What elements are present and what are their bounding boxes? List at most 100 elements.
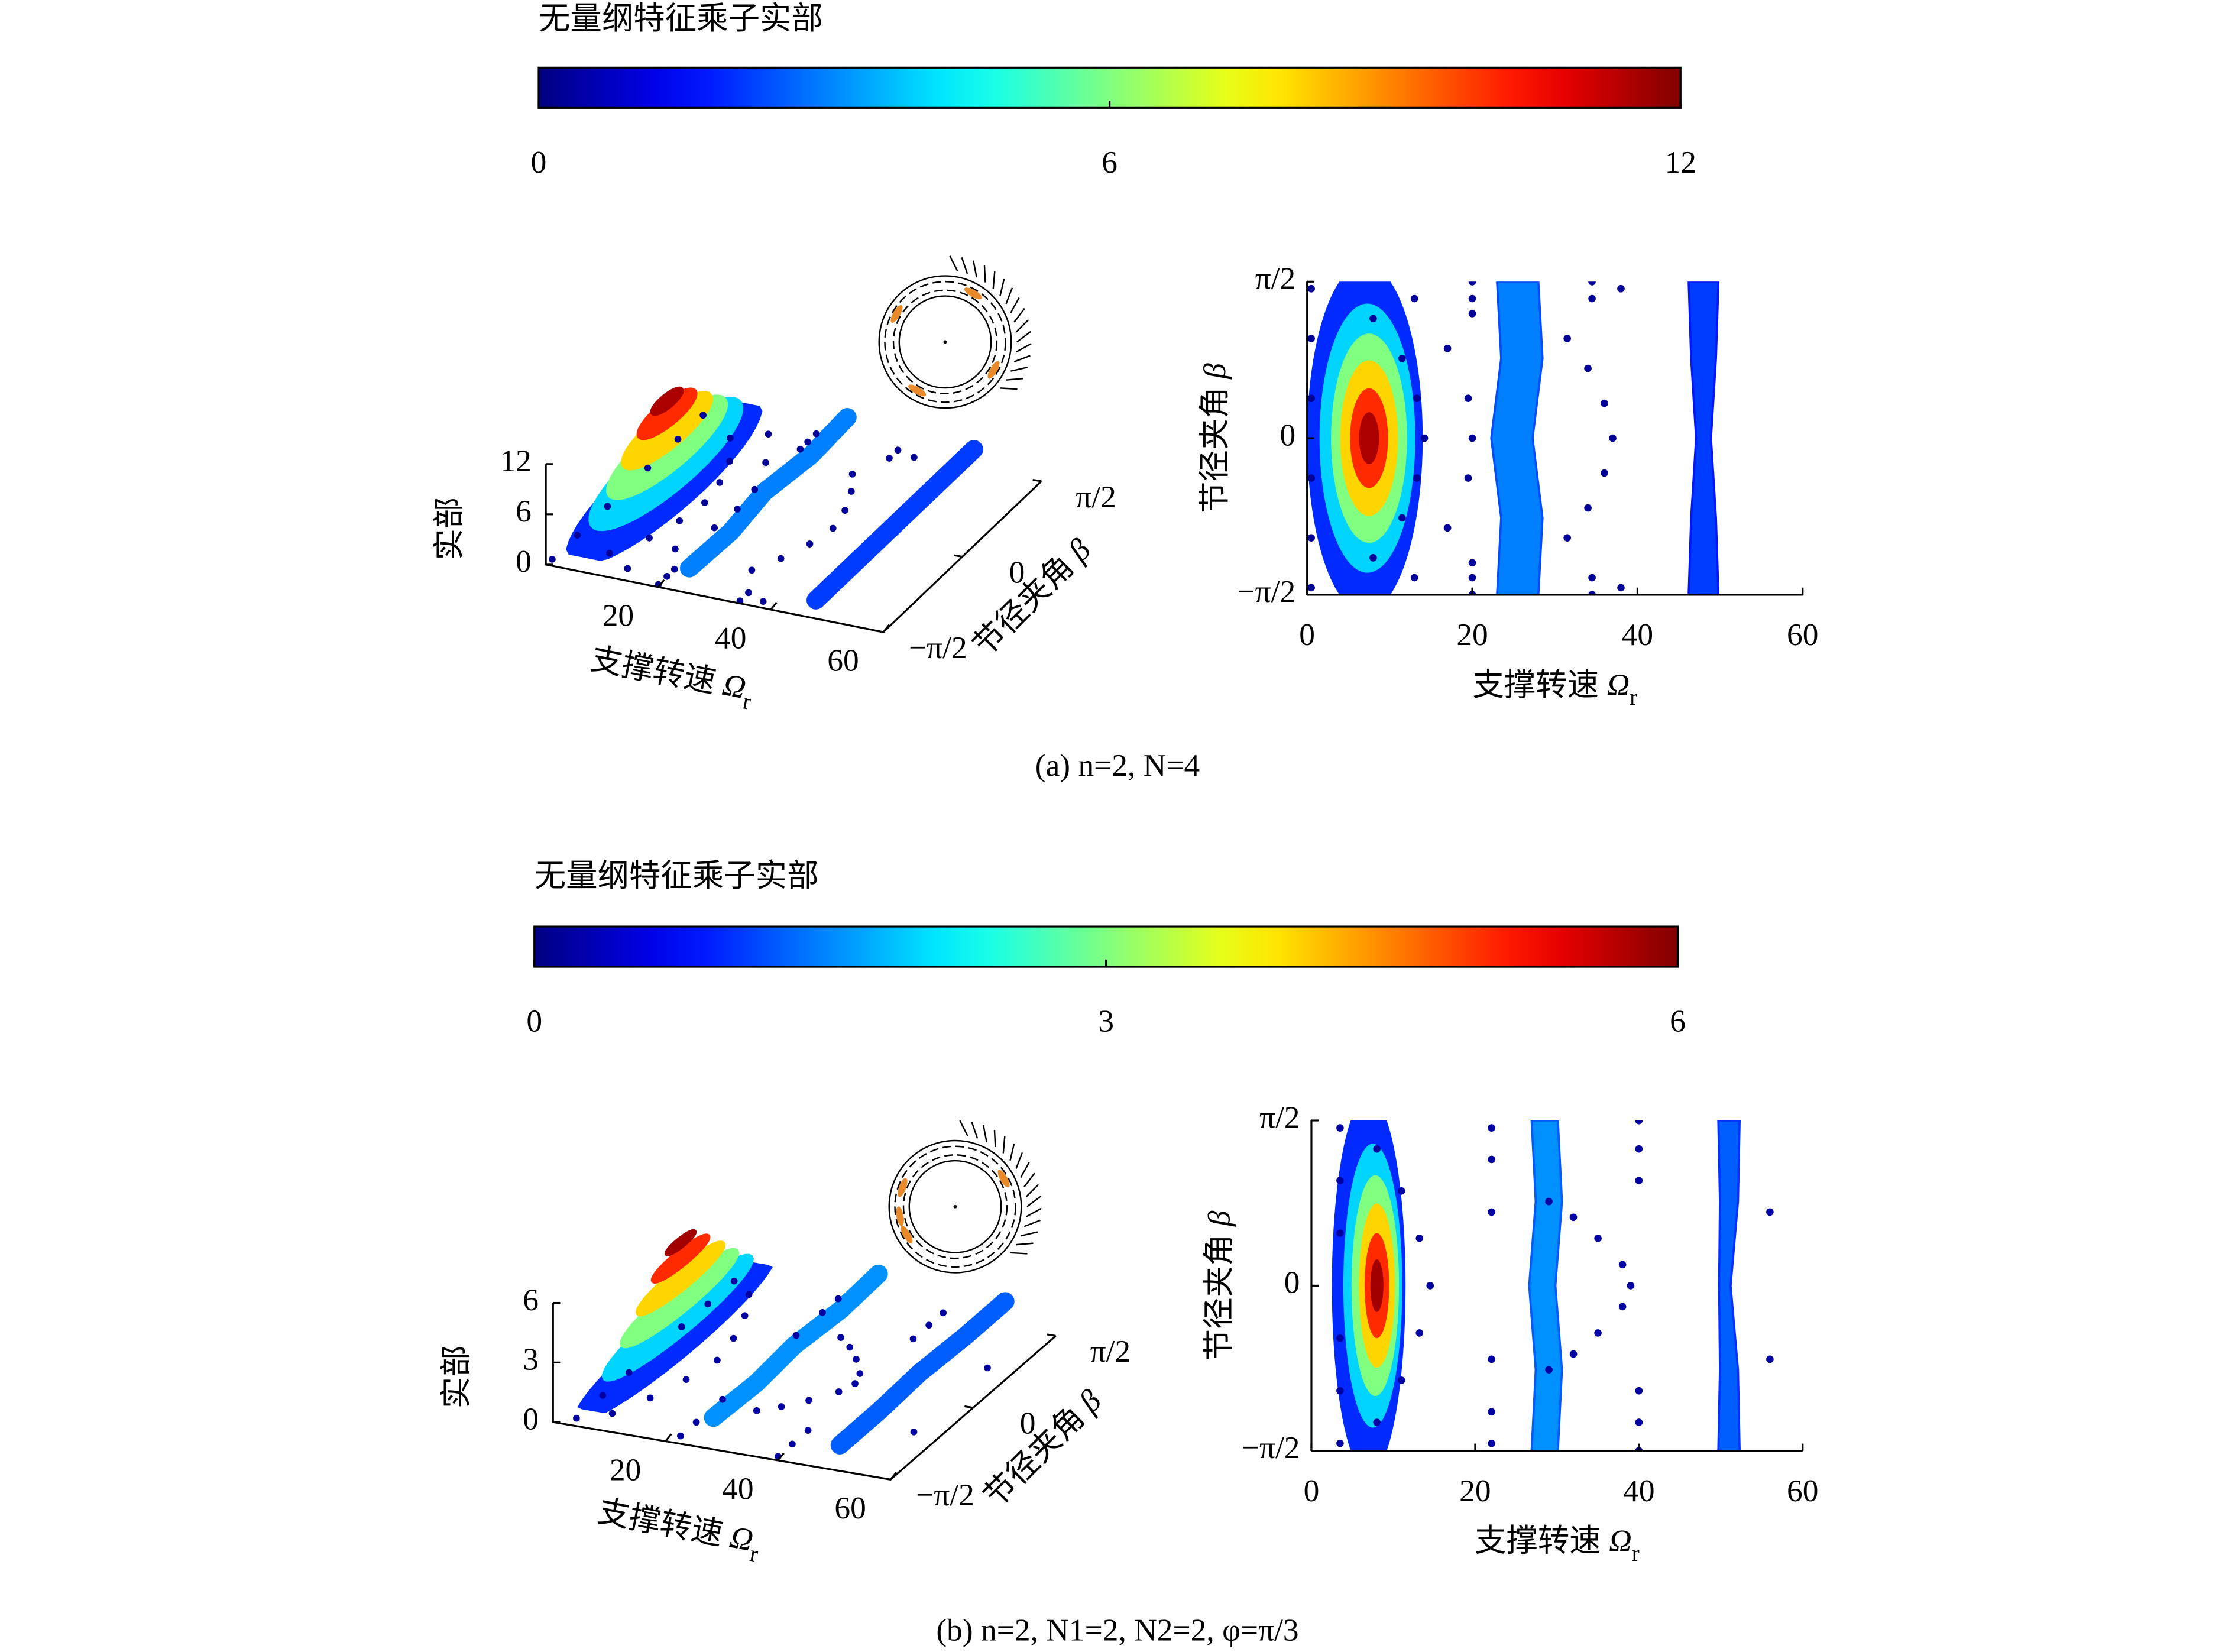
- point: [1488, 1208, 1495, 1216]
- point-3d: [624, 565, 631, 572]
- point: [1307, 584, 1315, 592]
- point-3d: [646, 535, 653, 542]
- point-3d: [759, 598, 767, 605]
- point-3d: [751, 485, 759, 493]
- point: [1410, 294, 1418, 303]
- hatch: [1026, 1207, 1042, 1217]
- point: [1464, 394, 1472, 402]
- point: [1618, 1303, 1627, 1311]
- x3d-tick: [665, 1433, 672, 1442]
- hatch: [1016, 1242, 1034, 1246]
- y3d-tick: [882, 1477, 891, 1481]
- x3d-tick-label: 20: [603, 598, 634, 633]
- y3d-tick: [1047, 1333, 1056, 1337]
- point: [1468, 294, 1476, 303]
- x3d-tick-label: 60: [834, 1490, 866, 1525]
- point: [1588, 591, 1596, 595]
- point-3d: [608, 1410, 616, 1417]
- ring: [878, 275, 1012, 409]
- axis-label-text: 支撑转速: [1472, 667, 1599, 702]
- colorbar-tick-label: 6: [1102, 144, 1118, 180]
- point: [1545, 1197, 1553, 1206]
- caption: (a) n=2, N=4: [1035, 747, 1200, 783]
- hatch: [1020, 1162, 1030, 1178]
- band: [1528, 1120, 1563, 1451]
- axis-label-symbol: β: [1197, 363, 1232, 380]
- point-3d: [676, 517, 684, 524]
- point: [1563, 335, 1571, 342]
- point: [1307, 394, 1315, 402]
- point: [1468, 434, 1476, 442]
- point: [1584, 504, 1592, 512]
- inset-diagram: [888, 1120, 1042, 1274]
- colorbar-tick-label: 0: [531, 144, 547, 180]
- point: [1635, 1177, 1643, 1184]
- point: [1468, 310, 1476, 318]
- ring: [902, 1154, 1008, 1259]
- point-3d: [605, 549, 613, 557]
- plot-2d: [1332, 1120, 1774, 1451]
- blob-layer: [1359, 412, 1379, 464]
- axis-label-text: 支撑转速: [1475, 1523, 1601, 1559]
- z-tick-label: 6: [523, 1282, 539, 1317]
- point: [1336, 1229, 1344, 1237]
- axis-label-text: 支撑转速: [588, 641, 718, 700]
- axis-label: 支撑转速 Ωr: [1472, 667, 1637, 710]
- point-3d: [851, 1380, 859, 1387]
- axis-label-text: 节径夹角: [1201, 1234, 1237, 1361]
- axis-label: 节径夹角 β: [1201, 1210, 1237, 1361]
- point-3d: [677, 1432, 684, 1440]
- plot-2d: [1307, 281, 1720, 595]
- point: [1594, 1235, 1602, 1242]
- spring: [901, 1226, 913, 1244]
- point-3d: [699, 412, 707, 419]
- y-tick-label: 0: [1280, 417, 1296, 452]
- z-tick-label: 6: [516, 493, 532, 529]
- spring: [898, 1178, 908, 1197]
- y3d-tick-label: −π/2: [916, 1477, 974, 1512]
- y-tick-label: π/2: [1255, 261, 1296, 296]
- point: [1588, 281, 1596, 286]
- point-3d: [886, 455, 893, 462]
- point: [1468, 574, 1476, 582]
- point-3d: [765, 430, 772, 438]
- point-3d: [730, 1277, 738, 1285]
- point: [1588, 574, 1596, 582]
- point: [1488, 1408, 1495, 1416]
- point: [1618, 1261, 1627, 1269]
- point-3d: [940, 1309, 947, 1317]
- ring: [894, 1145, 1016, 1268]
- band: [1717, 1120, 1741, 1451]
- point-3d: [835, 1388, 843, 1395]
- point-3d: [678, 1323, 685, 1330]
- band: [1687, 281, 1720, 595]
- point: [1410, 574, 1418, 582]
- axis-label-symbol: β: [1201, 1210, 1237, 1227]
- point: [1307, 335, 1315, 342]
- z-axis-label: 实部: [431, 497, 467, 561]
- point: [1488, 1355, 1495, 1363]
- point: [1545, 1366, 1553, 1374]
- inset-diagram: [878, 255, 1032, 409]
- point: [1426, 1282, 1434, 1290]
- y-tick-label: 0: [1284, 1265, 1300, 1300]
- y3d-tick: [964, 1405, 974, 1409]
- point: [1443, 524, 1452, 532]
- spring: [908, 384, 927, 397]
- y3d-tick-label: 0: [1020, 1405, 1036, 1441]
- z-tick-label: 0: [516, 543, 532, 579]
- hatch: [999, 278, 1005, 296]
- point-3d: [701, 499, 708, 506]
- y3d-tick-label: π/2: [1090, 1333, 1131, 1369]
- point-3d: [834, 1295, 842, 1303]
- point-3d: [741, 1312, 749, 1320]
- band-3d: [830, 1292, 1015, 1455]
- point: [1398, 354, 1406, 362]
- point: [1336, 1124, 1344, 1132]
- axis-label: 支撑转速 Ωr: [1475, 1523, 1640, 1566]
- x-tick-label: 40: [1623, 1473, 1654, 1508]
- axis-label: 节径夹角 β: [1197, 363, 1232, 513]
- point-3d: [745, 589, 752, 597]
- point-3d: [726, 458, 734, 465]
- ring: [884, 281, 1006, 403]
